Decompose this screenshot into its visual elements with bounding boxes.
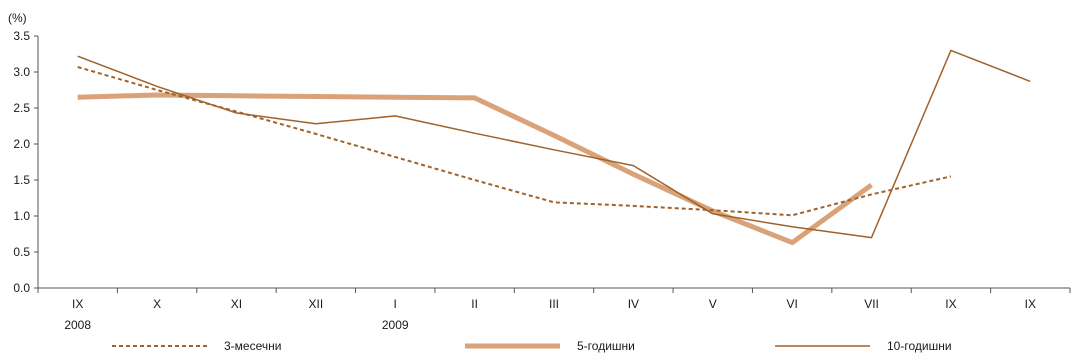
y-tick-label: 3.5 bbox=[13, 29, 30, 43]
y-tick-label: 2.0 bbox=[13, 137, 30, 151]
y-axis-unit-label: (%) bbox=[8, 11, 27, 25]
x-tick-label: IV bbox=[628, 297, 639, 311]
axes: 0.00.51.01.52.02.53.03.5IX X XI XII I II III IV… bbox=[13, 29, 1071, 332]
x-tick-label: II bbox=[471, 297, 478, 311]
y-tick-label: 1.0 bbox=[13, 209, 30, 223]
x-tick-label: III bbox=[549, 297, 559, 311]
x-tick-label: IX bbox=[72, 297, 83, 311]
x-tick-label: VII bbox=[864, 297, 879, 311]
x-year-label: 2009 bbox=[382, 318, 409, 332]
x-year-label: 2008 bbox=[64, 318, 91, 332]
legend-label: 10-годишни bbox=[887, 339, 952, 353]
x-tick-label: X bbox=[153, 297, 161, 311]
x-tick-label: XI bbox=[231, 297, 242, 311]
x-tick-label: I bbox=[394, 297, 397, 311]
y-tick-label: 1.5 bbox=[13, 173, 30, 187]
series-line-10-годишни bbox=[77, 49, 1031, 239]
x-tick-label: IX bbox=[1025, 297, 1036, 311]
y-tick-label: 3.0 bbox=[13, 65, 30, 79]
series-line-5-годишни bbox=[77, 92, 873, 246]
legend-label: 3-месечни bbox=[224, 339, 281, 353]
y-tick-label: 0.5 bbox=[13, 245, 30, 259]
legend-label: 5-годишни bbox=[577, 339, 635, 353]
x-tick-label: IX bbox=[945, 297, 956, 311]
x-tick-label: XII bbox=[309, 297, 324, 311]
x-tick-label: VI bbox=[786, 297, 797, 311]
series-group bbox=[77, 49, 1031, 246]
y-tick-label: 2.5 bbox=[13, 101, 30, 115]
x-tick-label: V bbox=[709, 297, 717, 311]
y-tick-label: 0.0 bbox=[13, 281, 30, 295]
legend: 3-месечни 5-годишни 10-годишни bbox=[112, 339, 952, 353]
